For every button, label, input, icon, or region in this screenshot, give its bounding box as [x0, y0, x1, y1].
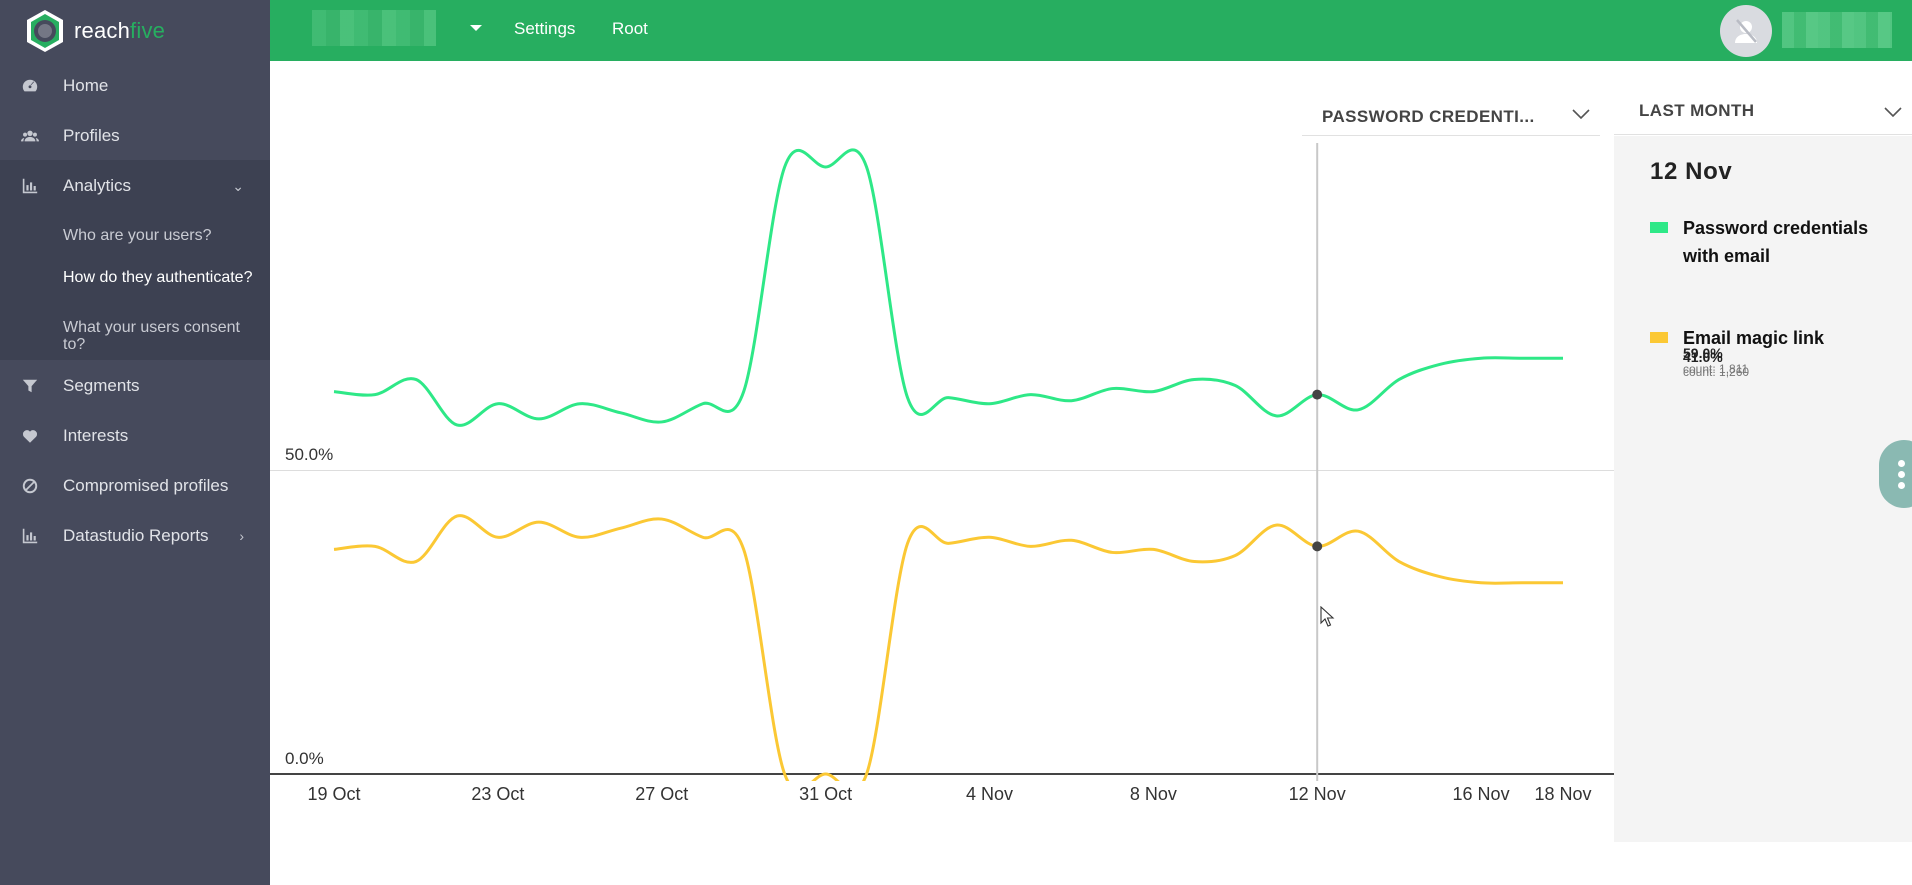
sidebar-subitem-who-are-your-users[interactable]: Who are your users? — [63, 227, 212, 244]
logo[interactable]: reachfive — [0, 0, 270, 61]
y-tick-label: 0.0% — [285, 749, 324, 768]
chevron-right-icon: › — [239, 528, 244, 544]
x-tick-label: 16 Nov — [1452, 784, 1510, 804]
dot-icon — [1898, 471, 1905, 478]
legend-count: count: 1,811 — [1683, 362, 1749, 376]
sidebar-item-label: Interests — [63, 426, 129, 445]
detail-date: 12 Nov — [1650, 158, 1733, 185]
root-link[interactable]: Root — [612, 19, 648, 38]
x-tick-label: 27 Oct — [635, 784, 689, 804]
sidebar-item-analytics[interactable]: Analytics ⌄ — [0, 161, 270, 211]
x-tick-label: 18 Nov — [1534, 784, 1592, 804]
reachfive-logo-icon — [27, 9, 63, 52]
legend-series-name: Email magic link — [1683, 328, 1825, 348]
x-tick-label: 31 Oct — [799, 784, 853, 804]
dot-icon — [1898, 482, 1905, 489]
filter-icon — [20, 376, 40, 396]
user-off-icon — [1735, 19, 1757, 43]
mouse-cursor-icon — [1320, 606, 1335, 627]
legend-percent: 59.0% — [1683, 345, 1723, 361]
series-line-password-credentials[interactable] — [333, 148, 1563, 427]
sidebar-item-interests[interactable]: Interests — [0, 411, 270, 461]
bar-chart-icon — [20, 526, 40, 546]
organization-name-redacted[interactable] — [312, 10, 436, 46]
detail-panel: 12 Nov Password credentials with email 5… — [1614, 136, 1912, 842]
data-point — [1312, 389, 1323, 400]
sidebar-subitem-consent[interactable]: What your users consent to? — [63, 319, 240, 353]
logo-text: reachfive — [74, 17, 166, 43]
top-bar: Settings Root — [270, 0, 1912, 61]
sidebar-item-label: Analytics — [63, 176, 132, 195]
x-tick-label: 8 Nov — [1129, 784, 1177, 804]
sidebar-item-compromised-profiles[interactable]: Compromised profiles — [0, 461, 270, 511]
sidebar-item-label: Segments — [63, 376, 140, 395]
chevron-down-icon — [1884, 107, 1902, 118]
sidebar-item-label: Home — [63, 76, 109, 95]
date-range-select-value: LAST MONTH — [1639, 101, 1755, 120]
metric-select-value: PASSWORD CREDENTI... — [1322, 107, 1535, 126]
users-icon — [20, 126, 40, 146]
sidebar-item-label: Compromised profiles — [63, 476, 229, 495]
sidebar: reachfive Home Profiles Analytics ⌄ Who … — [0, 0, 270, 885]
line-chart[interactable] — [270, 61, 1614, 781]
ban-icon — [20, 476, 40, 496]
dot-icon — [1898, 460, 1905, 467]
legend-series-name: Password credentials with email — [1683, 218, 1869, 266]
caret-down-icon[interactable] — [470, 25, 482, 31]
more-options-button[interactable] — [1879, 440, 1912, 508]
sidebar-item-profiles[interactable]: Profiles — [0, 111, 270, 161]
chevron-down-icon: ⌄ — [232, 177, 244, 194]
legend-percent: 41.0% — [1683, 349, 1723, 365]
dashboard-icon — [20, 76, 40, 96]
sidebar-subitem-how-do-they-authenticate[interactable]: How do they authenticate? — [63, 269, 253, 286]
user-name-redacted — [1782, 12, 1892, 48]
x-tick-label: 4 Nov — [965, 784, 1013, 804]
settings-link[interactable]: Settings — [514, 19, 576, 38]
x-tick-label: 19 Oct — [307, 784, 361, 804]
chevron-down-icon — [1572, 109, 1590, 120]
legend-swatch — [1650, 222, 1668, 233]
series-line-email-magic-link[interactable] — [333, 514, 1563, 781]
x-tick-label: 23 Oct — [471, 784, 525, 804]
heart-icon — [20, 426, 40, 446]
sidebar-item-home[interactable]: Home — [0, 61, 270, 111]
avatar[interactable] — [1720, 5, 1772, 57]
sidebar-item-datastudio-reports[interactable]: Datastudio Reports › — [0, 511, 270, 561]
data-point — [1312, 541, 1323, 552]
legend-count: count: 1,260 — [1683, 365, 1750, 379]
analytics-section — [0, 160, 270, 360]
y-tick-label: 50.0% — [285, 445, 334, 464]
sidebar-item-segments[interactable]: Segments — [0, 361, 270, 411]
sidebar-item-label: Datastudio Reports — [63, 526, 209, 545]
legend-swatch — [1650, 332, 1668, 343]
bar-chart-icon — [20, 176, 40, 196]
x-tick-label: 12 Nov — [1288, 784, 1346, 804]
date-range-select[interactable]: LAST MONTH — [1614, 97, 1912, 135]
sidebar-item-label: Profiles — [63, 126, 120, 145]
metric-select[interactable]: PASSWORD CREDENTI... — [1302, 97, 1600, 136]
